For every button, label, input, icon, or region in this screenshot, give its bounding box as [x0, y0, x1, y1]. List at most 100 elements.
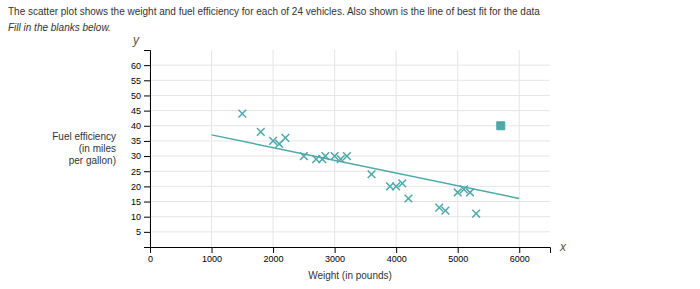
y-tick-mark [144, 111, 150, 112]
title: The scatter plot shows the weight and fu… [8, 6, 540, 17]
y-tick: 10 [131, 212, 150, 222]
y-tick: 55 [131, 76, 150, 86]
x-axis-line [151, 248, 551, 254]
x-tick: 1000 [202, 247, 222, 264]
scatter-point [282, 134, 290, 142]
x-tick-label: 3000 [325, 254, 345, 264]
subtitle: Fill in the blanks below. [8, 22, 111, 33]
y-tick-mark [144, 95, 150, 96]
x-tick-label: 0 [148, 254, 153, 264]
y-tick-label: 40 [131, 121, 141, 131]
y-tick: 25 [131, 167, 150, 177]
scatter-point [405, 195, 413, 203]
x-tick: 0 [148, 247, 153, 264]
x-grid-line [211, 50, 212, 247]
x-tick-mark [212, 247, 213, 253]
y-tick-label: 50 [131, 91, 141, 101]
y-tick-label: 60 [131, 61, 141, 71]
page: {"chart_data": { "type": "scatter", "tit… [0, 0, 700, 289]
y-tick: 20 [131, 182, 150, 192]
x-axis: 0 1000 2000 3000 4000 5000 6000 [148, 247, 551, 264]
y-grid-line [150, 65, 550, 66]
y-tick: 15 [131, 197, 150, 207]
x-tick-mark [273, 247, 274, 253]
x-tick-mark [335, 247, 336, 253]
y-tick-mark [144, 186, 150, 187]
y-tick-mark [144, 156, 150, 157]
y-tick-mark [144, 80, 150, 81]
y-grid-line [150, 231, 550, 232]
x-tick: 3000 [325, 247, 345, 264]
y-tick-mark [144, 171, 150, 172]
x-tick-label: 2000 [264, 254, 284, 264]
y-axis-title-line: (in miles [79, 143, 116, 154]
chart: The scatter plot shows the weight and fu… [0, 0, 700, 289]
x-tick: 2000 [264, 247, 284, 264]
y-tick-mark [144, 232, 150, 233]
marks [212, 110, 520, 218]
y-grid-line [150, 80, 550, 81]
scatter-point [368, 170, 376, 178]
y-tick: 40 [131, 121, 150, 131]
y-tick-label: 20 [131, 182, 141, 192]
y-tick-label: 35 [131, 136, 141, 146]
y-tick: 5 [136, 227, 150, 237]
y-tick: 35 [131, 136, 150, 146]
y-tick-mark [144, 217, 150, 218]
y-tick-mark [144, 126, 150, 127]
x-grid-line [519, 50, 520, 247]
y-tick-mark [144, 202, 150, 203]
x-tick-label: 6000 [510, 254, 530, 264]
y-grid-line [150, 110, 550, 111]
scatter-point [398, 180, 406, 188]
scatter-point [300, 152, 308, 160]
grid [150, 50, 550, 247]
scatter-point [238, 110, 246, 118]
y-tick-label: 10 [131, 212, 141, 222]
annotation: x [559, 240, 567, 254]
y-grid-line [150, 216, 550, 217]
scatter-point [257, 128, 265, 136]
y-tick: 45 [131, 106, 150, 116]
x-tick: 4000 [387, 247, 407, 264]
y-grid-line [150, 201, 550, 202]
y-axis: 5 10 15 20 25 30 35 40 45 50 55 60 [131, 51, 151, 248]
scatter-point [322, 152, 330, 160]
scatter-point [472, 210, 480, 218]
y-grid-line [150, 156, 550, 157]
x-grid-line [396, 50, 397, 247]
y-tick-label: 5 [136, 227, 141, 237]
x-tick-label: 1000 [202, 254, 222, 264]
x-tick-label: 4000 [387, 254, 407, 264]
x-tick-mark [519, 247, 520, 253]
y-tick-mark [144, 141, 150, 142]
scatter-point [442, 207, 450, 215]
y-tick: 50 [131, 91, 150, 101]
scatter-point [466, 189, 474, 197]
x-grid-line [273, 50, 274, 247]
x-grid-line [334, 50, 335, 247]
y-axis-title-line: per gallon) [69, 155, 116, 166]
y-tick-mark [144, 65, 150, 66]
x-tick: 5000 [448, 247, 468, 264]
plot-area: 0 1000 2000 3000 4000 5000 6000 5 10 15 20 25 30 35 40… [52, 33, 567, 281]
x-tick-mark [458, 247, 459, 253]
y-axis-title-line: Fuel efficiency [52, 131, 116, 142]
y-tick: 60 [131, 61, 150, 71]
y-tick-label: 55 [131, 76, 141, 86]
y-grid-line [150, 171, 550, 172]
y-tick-label: 45 [131, 106, 141, 116]
x-tick-mark [396, 247, 397, 253]
y-grid-line [150, 95, 550, 96]
y-axis-line [144, 51, 151, 248]
x-grid-line [457, 50, 458, 247]
best-fit-line [212, 135, 520, 199]
y-tick-label: 15 [131, 197, 141, 207]
outlier-point [497, 122, 505, 130]
y-tick-label: 30 [131, 151, 141, 161]
scatter-point [343, 152, 351, 160]
y-tick-label: 25 [131, 167, 141, 177]
y-tick: 30 [131, 151, 150, 161]
x-tick-label: 5000 [448, 254, 468, 264]
y-grid-line [150, 125, 550, 126]
